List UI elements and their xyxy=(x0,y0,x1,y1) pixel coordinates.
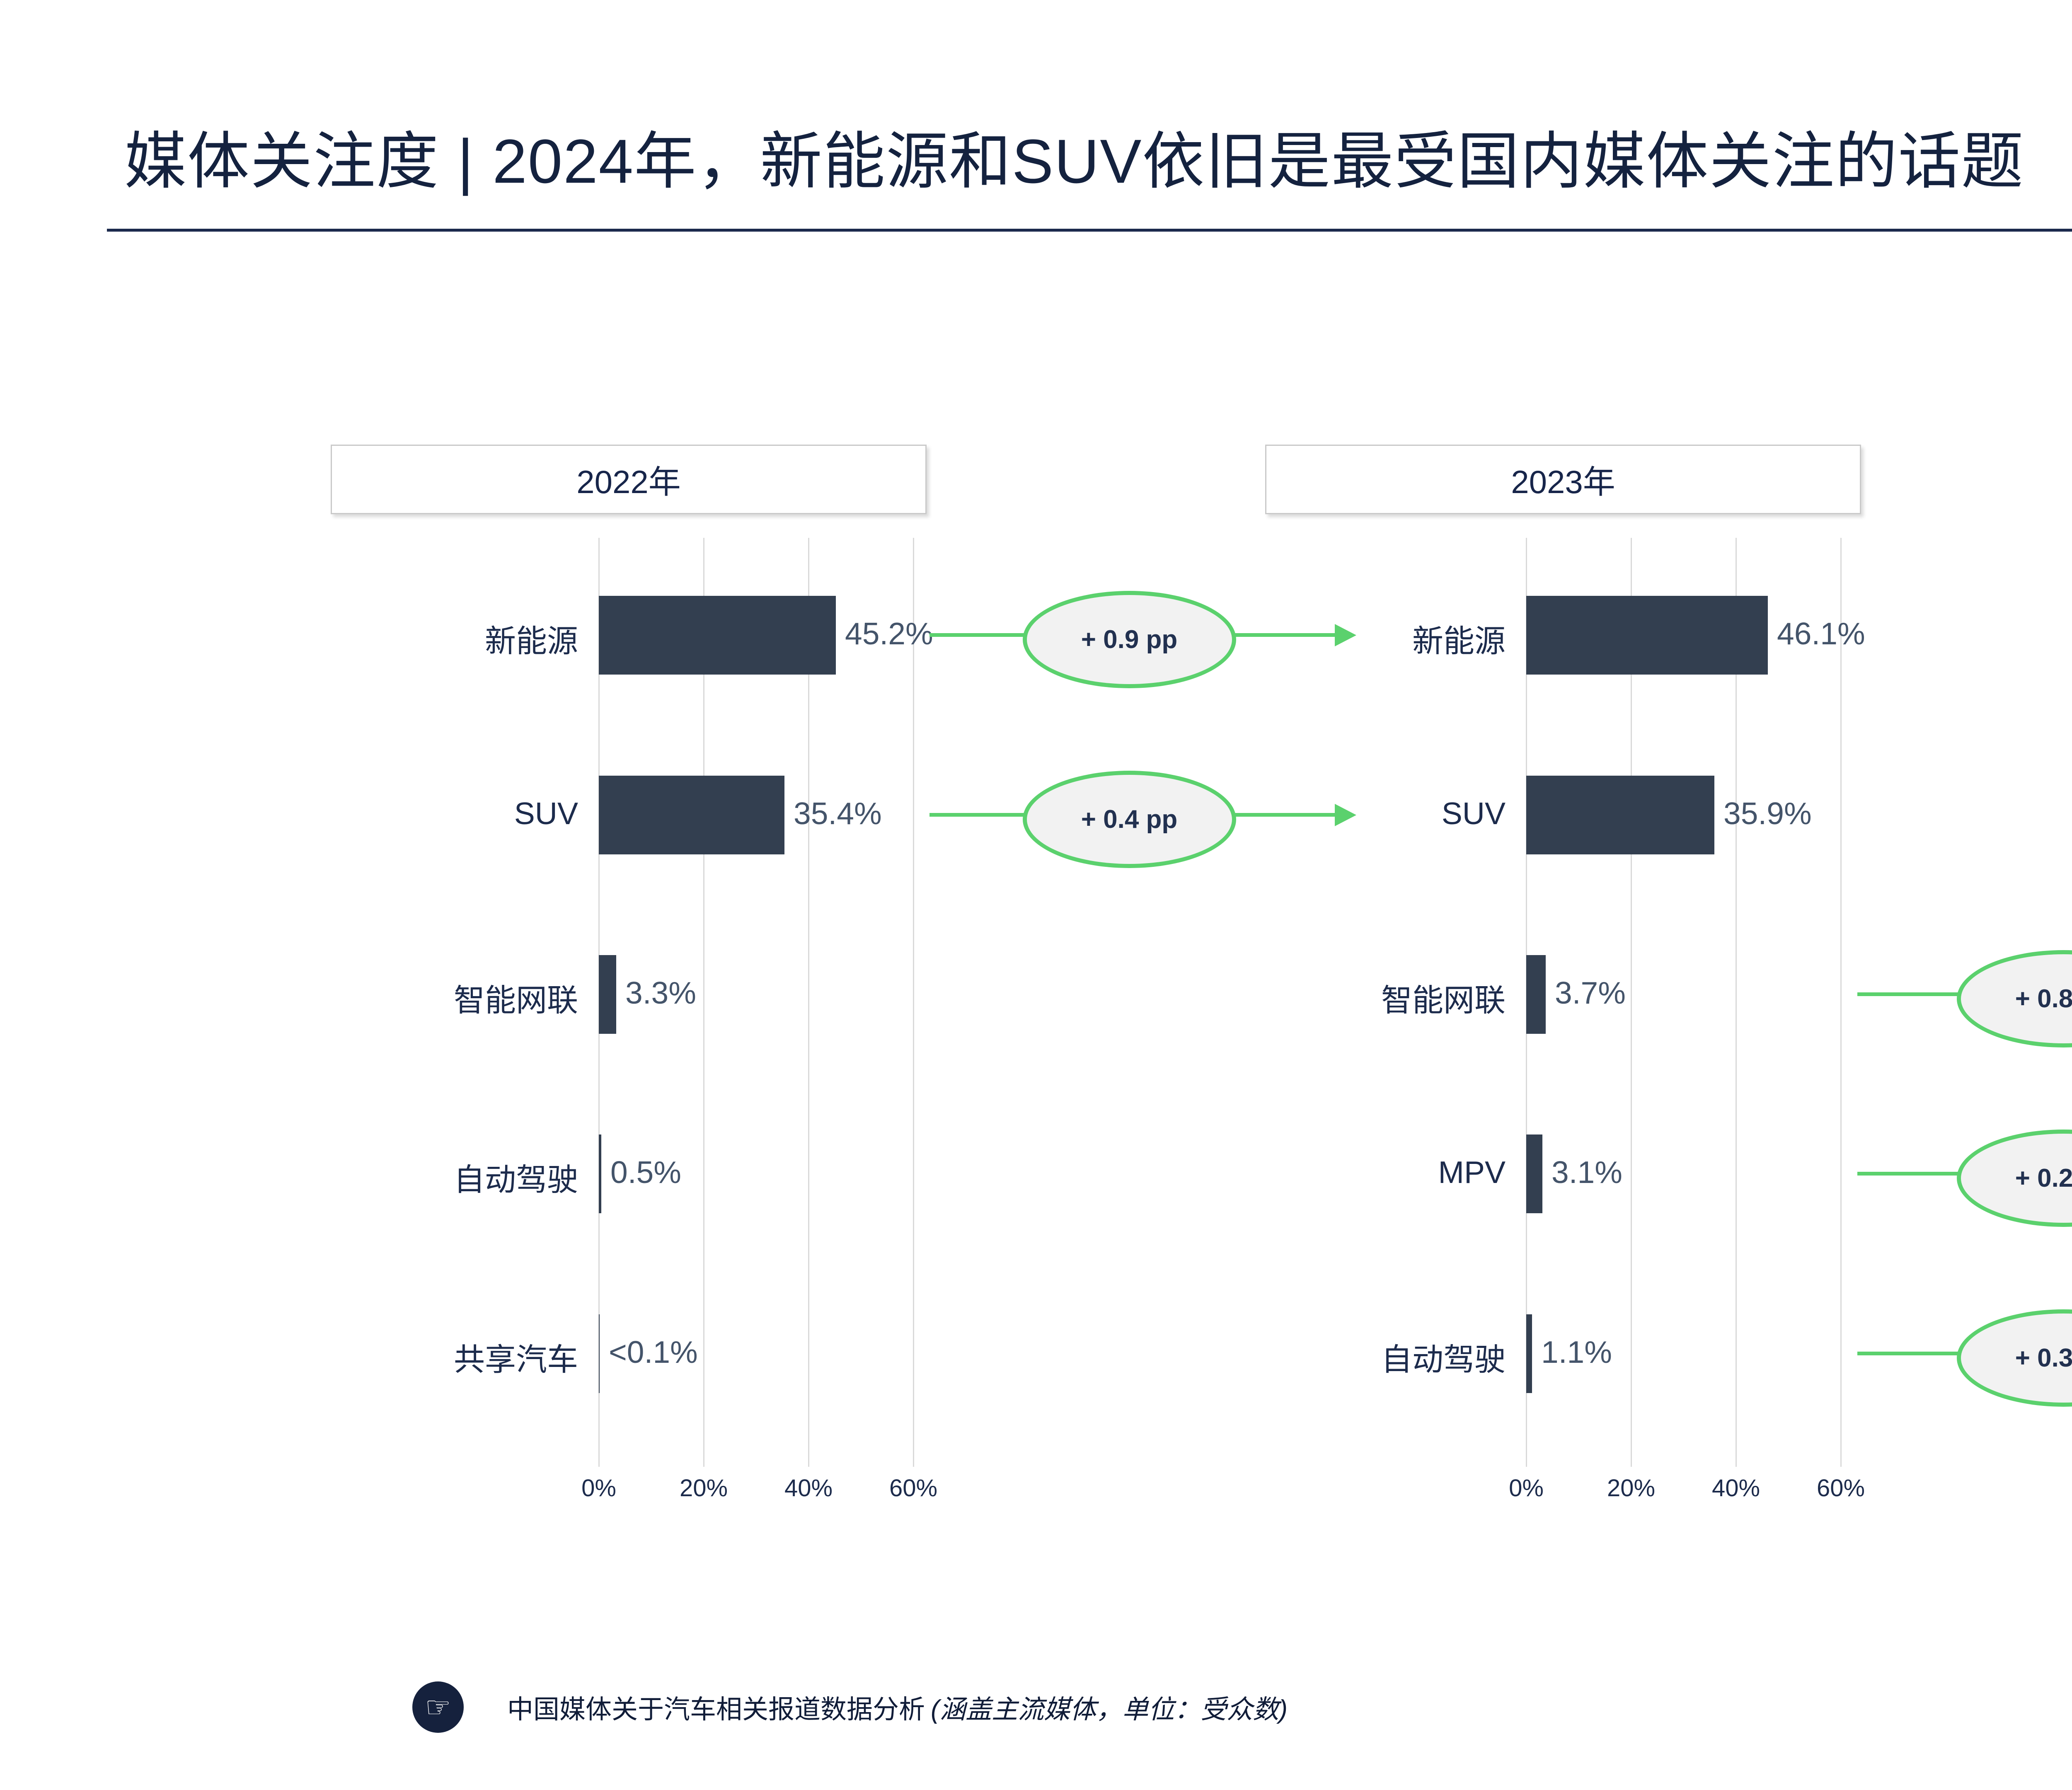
change-badge: + 0.2 pp xyxy=(1956,1129,2072,1227)
value-label: 46.1% xyxy=(1777,616,1865,651)
bar xyxy=(599,776,784,854)
bar xyxy=(1526,1314,1532,1393)
value-label: 45.2% xyxy=(845,616,933,651)
category-label: 自动驾驶 xyxy=(453,1162,578,1197)
category-label: 新能源 xyxy=(1412,624,1506,658)
page-title: 媒体关注度 | 2024年，新能源和SUV依旧是最受国内媒体关注的话题 xyxy=(124,126,2024,196)
category-label: 新能源 xyxy=(484,624,578,658)
year-header-2: 2023年 xyxy=(1265,445,1861,514)
change-badge: + 0.4 pp xyxy=(1022,770,1236,868)
value-label: 35.4% xyxy=(794,796,882,831)
value-label: 35.9% xyxy=(1723,796,1812,831)
x-tick-label: 0% xyxy=(1509,1475,1544,1502)
x-tick-label: 60% xyxy=(1816,1475,1865,1502)
footnote: ☞ 中国媒体关于汽车相关报道数据分析 (涵盖主流媒体，单位：受众数) xyxy=(412,1680,1288,1734)
bar xyxy=(599,955,616,1034)
bar xyxy=(599,1314,600,1393)
category-label: 共享汽车 xyxy=(453,1342,578,1377)
x-tick-label: 20% xyxy=(1607,1475,1656,1502)
bar xyxy=(1526,776,1714,854)
change-badge: + 0.8 pp xyxy=(1956,950,2072,1047)
x-tick-label: 40% xyxy=(1711,1475,1760,1502)
bar xyxy=(1526,955,1546,1034)
change-badge: + 0.9 pp xyxy=(1022,590,1236,688)
value-label: 0.5% xyxy=(610,1155,681,1190)
grid-line xyxy=(1840,538,1842,1467)
change-badge: + 0.3 pp xyxy=(1956,1309,2072,1407)
bar xyxy=(1526,1134,1542,1213)
footnote-italic: (涵盖主流媒体，单位：受众数) xyxy=(931,1695,1288,1724)
category-label: 智能网联 xyxy=(1381,983,1506,1018)
change-arrow-head xyxy=(1335,624,1356,646)
value-label: <0.1% xyxy=(609,1335,698,1369)
grid-line xyxy=(913,538,914,1467)
footnote-text: 中国媒体关于汽车相关报道数据分析 (涵盖主流媒体，单位：受众数) xyxy=(507,1688,1288,1726)
value-label: 3.7% xyxy=(1555,975,1626,1010)
change-arrow-head xyxy=(1335,804,1356,826)
year-header-1: 2022年 xyxy=(331,445,927,514)
grid-line xyxy=(1631,538,1632,1467)
bar xyxy=(599,596,836,675)
x-tick-label: 20% xyxy=(679,1475,728,1502)
category-label: 自动驾驶 xyxy=(1381,1342,1506,1377)
value-label: 1.1% xyxy=(1541,1335,1612,1369)
bar xyxy=(1526,596,1768,675)
category-label: MPV xyxy=(1438,1155,1506,1190)
category-label: SUV xyxy=(514,796,578,831)
x-tick-label: 40% xyxy=(784,1475,833,1502)
x-tick-label: 0% xyxy=(581,1475,616,1502)
bar xyxy=(599,1134,601,1213)
x-tick-label: 60% xyxy=(889,1475,938,1502)
pointing-hand-icon: ☞ xyxy=(412,1681,464,1733)
grid-line xyxy=(808,538,809,1467)
title-underline xyxy=(107,229,2072,232)
value-label: 3.1% xyxy=(1552,1155,1622,1190)
value-label: 3.3% xyxy=(625,975,696,1010)
footnote-main: 中国媒体关于汽车相关报道数据分析 xyxy=(507,1695,925,1724)
category-label: SUV xyxy=(1441,796,1506,831)
grid-line xyxy=(703,538,704,1467)
category-label: 智能网联 xyxy=(453,983,578,1018)
grid-line xyxy=(1736,538,1737,1467)
